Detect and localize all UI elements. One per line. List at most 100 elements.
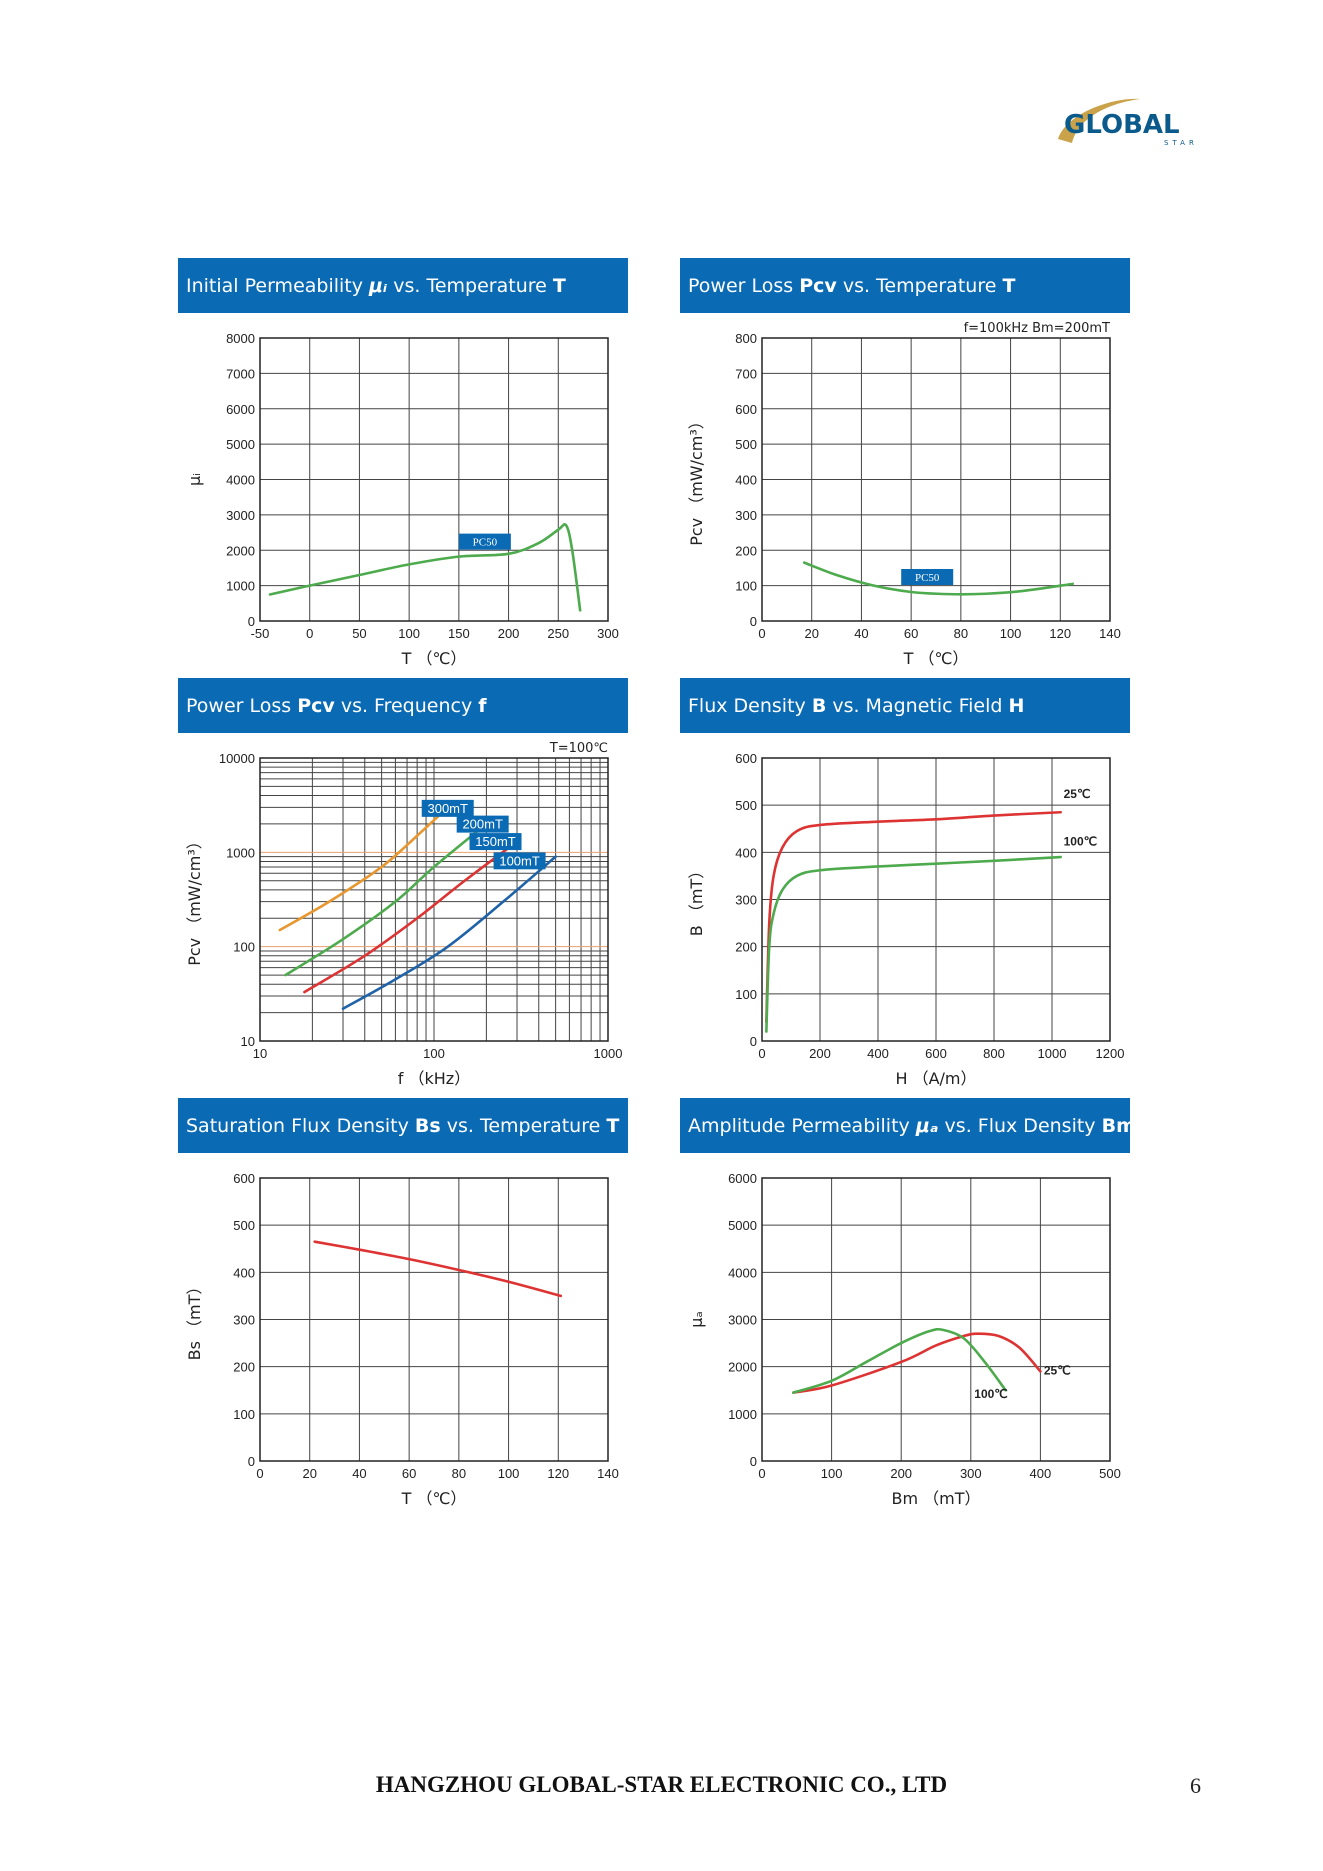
test-condition: f=100kHz Bm=200mT xyxy=(964,321,1110,336)
y-tick-label: 200 xyxy=(735,940,757,955)
y-tick-label: 400 xyxy=(735,473,757,488)
header-symbol: μₐ xyxy=(915,1115,939,1137)
grid xyxy=(259,337,609,622)
chart-panel-amplitude-permeability: Amplitude Permeability μₐ vs. Flux Densi… xyxy=(680,1098,1136,1508)
y-tick-label: 0 xyxy=(248,614,255,629)
x-tick-label: 140 xyxy=(597,1466,619,1481)
y-tick-label: 10000 xyxy=(219,751,255,766)
header-bold: Bm xyxy=(1101,1115,1136,1137)
curve-label-100℃: 100℃ xyxy=(1064,834,1098,848)
y-tick-label: 7000 xyxy=(226,366,255,381)
x-tick-label: 120 xyxy=(1049,626,1071,641)
header-text-mid: vs. Temperature xyxy=(440,1115,607,1137)
grid xyxy=(259,758,608,1042)
x-tick-label: 60 xyxy=(904,626,918,641)
header-text-mid: vs. Flux Density xyxy=(938,1115,1102,1137)
curve-tag-label: PC50 xyxy=(915,572,940,584)
x-tick-label: 600 xyxy=(925,1046,947,1061)
x-tick-label: 40 xyxy=(854,626,868,641)
header-bold: T xyxy=(606,1115,620,1137)
curve-tag-label: PC50 xyxy=(473,537,498,549)
chart-flux-field: 0 200 400 600 800 1000 1200 0 100 200 300 400 500 600… xyxy=(687,751,1125,1088)
chart-panel-powerloss-frequency: Power Loss Pcv vs. Frequency f 10 100 1000… xyxy=(178,678,628,1088)
x-tick-label: 1000 xyxy=(594,1046,623,1061)
header-symbol: μᵢ xyxy=(369,275,388,297)
x-tick-label: 100 xyxy=(423,1046,445,1061)
x-tick-label: 120 xyxy=(547,1466,569,1481)
y-tick-label: 300 xyxy=(735,893,757,908)
x-tick-label: 0 xyxy=(758,1466,765,1481)
logo-swoosh xyxy=(1058,98,1140,143)
x-tick-label: 100 xyxy=(398,626,420,641)
y-tick-label: 0 xyxy=(248,1454,255,1469)
x-tick-label: 20 xyxy=(302,1466,316,1481)
header-symbol: Bs xyxy=(414,1115,441,1137)
x-tick-label: 50 xyxy=(352,626,366,641)
series-line-Bs xyxy=(313,1240,563,1298)
logo-sub: STAR xyxy=(1164,139,1198,147)
y-tick-label: 100 xyxy=(233,1407,255,1422)
y-tick-label: 100 xyxy=(735,579,757,594)
y-tick-label: 200 xyxy=(735,543,757,558)
x-axis-label: T （℃） xyxy=(903,649,969,668)
x-tick-label: 60 xyxy=(402,1466,416,1481)
chart-header: Flux Density B vs. Magnetic Field H xyxy=(680,678,1130,733)
curve-tag-100mT: 100mT xyxy=(499,853,540,868)
header-text: Saturation Flux Density xyxy=(186,1115,415,1137)
chart-powerloss-temperature: 0 20 40 60 80 100 120 140 0 100 200 300 400 500 600 700… xyxy=(687,321,1121,668)
x-tick-label: 80 xyxy=(452,1466,466,1481)
series-line-100mT xyxy=(341,855,557,1010)
chart-header: Saturation Flux Density Bs vs. Temperatu… xyxy=(178,1098,628,1153)
company-logo: GLOBAL STAR xyxy=(1050,95,1210,157)
chart-header: Initial Permeability μᵢ vs. Temperature … xyxy=(178,258,628,313)
x-tick-label: 140 xyxy=(1099,626,1121,641)
y-tick-label: 3000 xyxy=(226,508,255,523)
y-tick-label: 600 xyxy=(233,1171,255,1186)
curve-label-100℃: 100℃ xyxy=(974,1387,1008,1401)
x-tick-label: 0 xyxy=(256,1466,263,1481)
y-tick-label: 6000 xyxy=(226,402,255,417)
curve-tag-box xyxy=(456,815,509,833)
curve-tag-box xyxy=(493,852,546,870)
y-tick-label: 0 xyxy=(750,614,757,629)
x-tick-label: 0 xyxy=(758,1046,765,1061)
curve-tag-300mT: 300mT xyxy=(427,801,468,816)
x-tick-label: 500 xyxy=(1099,1466,1121,1481)
series-line-PC50 xyxy=(802,561,1075,596)
y-tick-label: 600 xyxy=(735,751,757,766)
x-tick-label: 250 xyxy=(547,626,569,641)
plot-frame xyxy=(259,337,609,622)
curve-tag-200mT: 200mT xyxy=(462,817,503,832)
x-tick-label: -50 xyxy=(251,626,270,641)
x-tick-label: 20 xyxy=(804,626,818,641)
series-line-300mT xyxy=(278,806,450,932)
plot-frame xyxy=(259,757,609,1042)
y-tick-label: 100 xyxy=(735,987,757,1002)
curve-tag-box xyxy=(469,833,522,851)
chart-panel-saturation-temperature: Saturation Flux Density Bs vs. Temperatu… xyxy=(178,1098,628,1508)
grid xyxy=(259,1177,609,1462)
header-text: Power Loss xyxy=(186,695,298,717)
x-tick-label: 200 xyxy=(890,1466,912,1481)
curve-label-25℃: 25℃ xyxy=(1064,787,1091,801)
y-tick-label: 1000 xyxy=(226,579,255,594)
x-tick-label: 0 xyxy=(758,626,765,641)
y-axis-label: Pcv （mW/cm³） xyxy=(185,833,204,966)
header-symbol: B xyxy=(811,695,827,717)
y-tick-label: 5000 xyxy=(226,437,255,452)
footer-company: HANGZHOU GLOBAL-STAR ELECTRONIC CO., LTD xyxy=(375,1772,948,1797)
x-tick-label: 1200 xyxy=(1096,1046,1125,1061)
chart-amplitude-permeability: 0 100 200 300 400 500010002000300040005000600… xyxy=(687,1171,1121,1508)
plot-frame xyxy=(259,1177,609,1462)
y-axis-label: Bs （mT） xyxy=(185,1279,204,1361)
header-text-mid: vs. Temperature xyxy=(387,275,553,297)
chart-powerloss-frequency: 10 100 1000 10 100 1000 10000 f （kHz） Pcv （mW/cm… xyxy=(185,741,623,1088)
logo-word: GLOBAL xyxy=(1064,110,1180,140)
y-tick-label: 6000 xyxy=(728,1171,757,1186)
y-axis-label: μₐ xyxy=(687,1311,706,1327)
x-tick-label: 300 xyxy=(597,626,619,641)
y-tick-label: 4000 xyxy=(728,1265,757,1280)
series-line-100℃ xyxy=(792,1327,1007,1394)
y-tick-label: 0 xyxy=(750,1454,757,1469)
chart-header: Power Loss Pcv vs. Frequency f xyxy=(178,678,628,733)
